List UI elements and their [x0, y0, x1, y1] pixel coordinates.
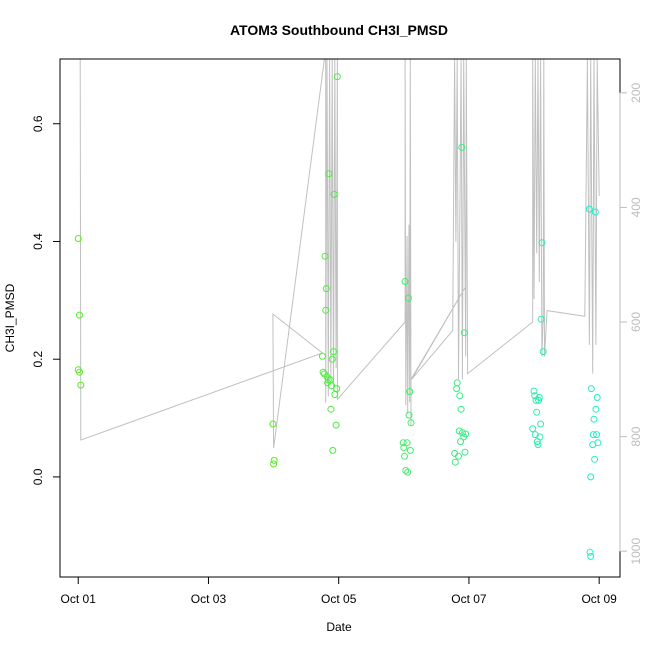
data-point — [587, 552, 595, 560]
data-points — [74, 73, 602, 560]
data-point — [405, 411, 413, 419]
data-point — [534, 441, 542, 449]
y2-tick-label: 400 — [629, 197, 643, 217]
data-point — [399, 439, 407, 447]
x-tick-label: Oct 09 — [581, 592, 617, 606]
data-point — [539, 348, 547, 356]
y-axis-label: CH3I_PMSD — [3, 283, 17, 352]
data-point — [457, 405, 465, 413]
data-point — [587, 385, 595, 393]
data-point — [270, 460, 278, 468]
y-tick-label: 0.0 — [31, 468, 45, 485]
data-point — [322, 306, 330, 314]
data-point — [461, 448, 469, 456]
data-point — [77, 381, 85, 389]
x-tick-label: Oct 05 — [321, 592, 357, 606]
data-point — [455, 452, 462, 460]
data-point — [592, 405, 600, 413]
data-point — [451, 458, 459, 466]
data-point — [537, 420, 545, 428]
data-point — [591, 208, 599, 216]
data-point — [585, 205, 593, 213]
data-point — [400, 444, 408, 451]
data-point — [328, 382, 335, 390]
axes: Oct 01 Oct 03 Oct 05 Oct 07 Oct 09 0.0 0.2 0.4 0… — [31, 58, 643, 606]
data-point — [457, 438, 464, 446]
data-point — [328, 355, 336, 363]
data-point — [401, 452, 408, 460]
y-tick-label: 0.6 — [31, 115, 45, 132]
data-point — [402, 467, 410, 474]
data-point — [590, 415, 598, 423]
data-point — [329, 446, 337, 454]
data-point — [535, 396, 543, 404]
data-point — [586, 548, 594, 556]
data-point — [401, 278, 409, 285]
chart-title: ATOM3 Southbound CH3I_PMSD — [230, 22, 448, 38]
data-point — [453, 379, 461, 387]
x-tick-label: Oct 03 — [191, 592, 227, 606]
data-point — [404, 468, 412, 476]
data-point — [318, 352, 326, 360]
data-point — [327, 405, 335, 413]
data-point — [594, 439, 602, 447]
y2-tick-label: 1000 — [629, 538, 643, 565]
data-point — [458, 429, 466, 437]
data-point — [456, 392, 464, 400]
data-point — [593, 431, 601, 439]
data-point — [407, 419, 415, 427]
data-point — [538, 239, 546, 247]
data-point — [587, 473, 595, 481]
data-point — [458, 143, 466, 151]
x-tick-label: Oct 01 — [61, 592, 97, 606]
data-point — [533, 408, 541, 416]
x-axis-label: Date — [326, 620, 352, 634]
data-point — [330, 190, 338, 198]
data-point — [531, 392, 539, 400]
data-point — [536, 433, 544, 441]
altitude-track — [78, 58, 600, 449]
data-point — [333, 385, 341, 393]
data-point — [325, 170, 333, 178]
data-point — [322, 285, 330, 293]
data-point — [403, 439, 411, 447]
data-point — [333, 73, 341, 81]
altitude-line — [78, 58, 600, 449]
data-point — [74, 235, 82, 242]
data-point — [76, 311, 83, 319]
data-point — [453, 385, 461, 393]
data-point — [321, 252, 329, 260]
data-point — [319, 368, 327, 376]
y-tick-label: 0.4 — [31, 233, 45, 250]
data-point — [591, 455, 599, 463]
data-point — [537, 315, 545, 323]
data-point — [270, 456, 278, 464]
y2-tick-label: 800 — [629, 426, 643, 446]
data-point — [332, 421, 340, 429]
data-point — [593, 394, 601, 401]
data-point — [76, 368, 83, 376]
data-point — [406, 446, 414, 454]
y2-tick-label: 200 — [629, 82, 643, 102]
x-tick-label: Oct 07 — [451, 592, 487, 606]
data-point — [535, 394, 543, 401]
data-point — [406, 388, 414, 396]
data-point — [462, 430, 470, 438]
data-point — [330, 348, 337, 356]
data-point — [530, 387, 538, 395]
data-point — [460, 329, 468, 337]
data-point — [269, 420, 277, 428]
data-point — [324, 376, 332, 384]
y2-tick-label: 600 — [629, 312, 643, 332]
data-point — [404, 294, 412, 302]
data-point — [529, 425, 537, 433]
y-tick-label: 0.2 — [31, 351, 45, 368]
data-point — [589, 431, 597, 439]
